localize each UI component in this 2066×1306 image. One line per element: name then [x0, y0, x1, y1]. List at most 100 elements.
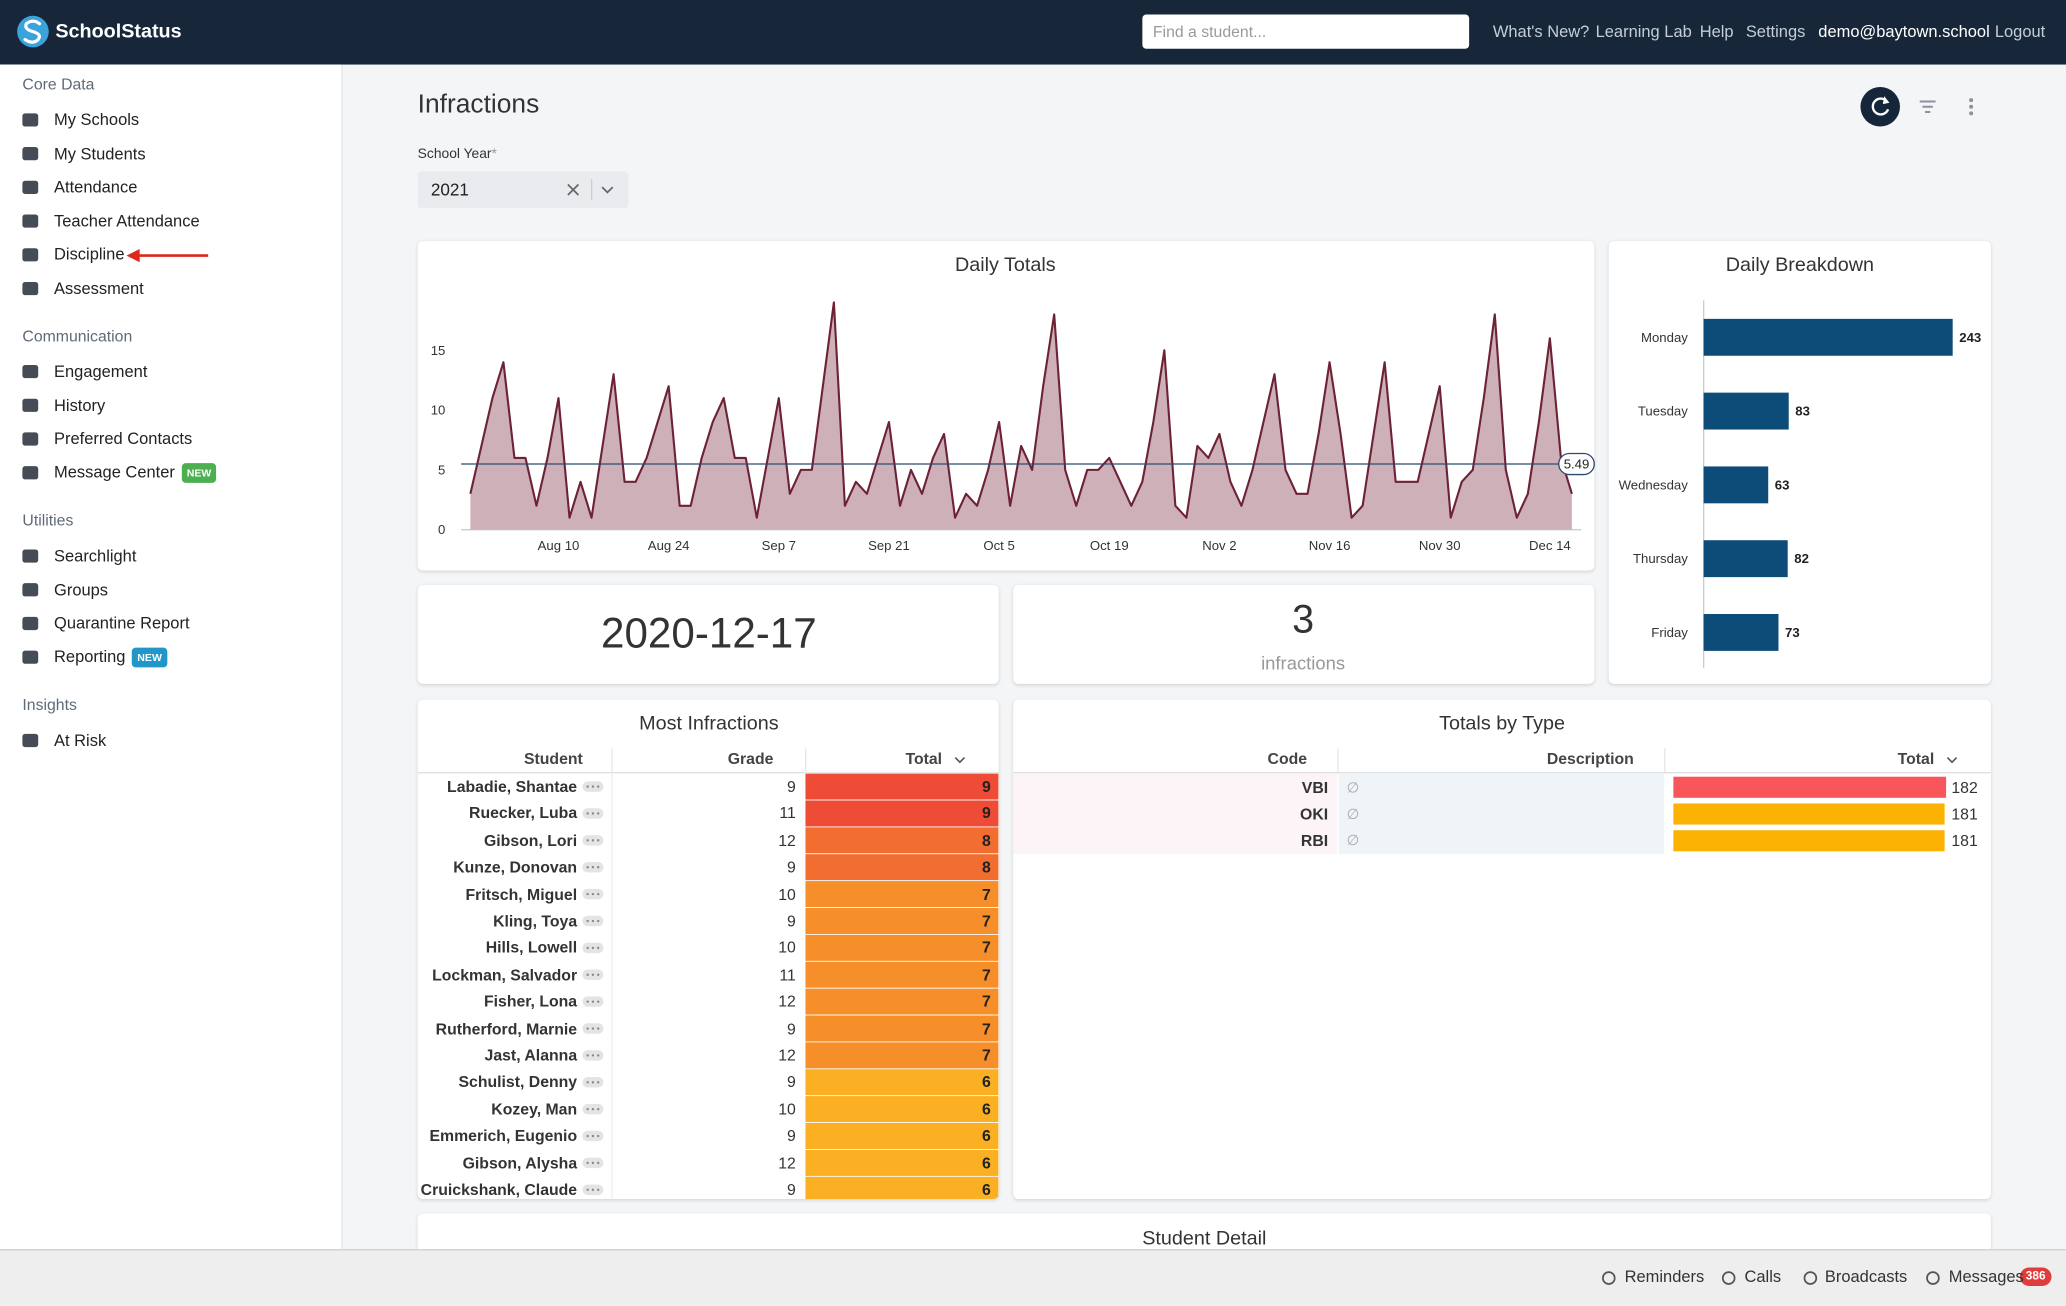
total: 7 — [982, 911, 991, 931]
header-link[interactable]: Settings — [1745, 22, 1806, 41]
total: 7 — [982, 965, 991, 984]
sidebar-item[interactable]: History — [54, 396, 105, 414]
more-dot — [591, 1081, 595, 1084]
more-dot — [597, 839, 600, 842]
footer-bar — [0, 1249, 2066, 1306]
student-name[interactable]: Jast, Alanna — [484, 1046, 578, 1065]
count-label: infractions — [1261, 652, 1346, 674]
header-link[interactable]: Logout — [1994, 22, 2046, 41]
sidebar-label: At Risk — [54, 731, 107, 750]
refresh-button[interactable] — [1860, 86, 1900, 127]
student-name[interactable]: Fritsch, Miguel — [465, 884, 578, 904]
code-cell — [1013, 827, 1338, 855]
sidebar-item[interactable]: Preferred Contacts — [54, 430, 192, 448]
total-bar — [1673, 803, 1945, 825]
annotation-arrowhead — [126, 249, 140, 263]
grade: 9 — [787, 1073, 796, 1092]
x-tick-label: Sep 7 — [762, 538, 796, 553]
description: ∅ — [1346, 780, 1360, 796]
total: 7 — [982, 1046, 991, 1065]
table-title: Totals by Type — [1439, 712, 1566, 735]
header-link[interactable]: demo@baytown.school — [1818, 22, 1990, 41]
total: 181 — [1951, 804, 1978, 824]
more-button[interactable] — [1969, 98, 1974, 116]
footer-item[interactable]: Messages — [1948, 1267, 2024, 1286]
footer-item[interactable]: Broadcasts — [1824, 1267, 1908, 1286]
sidebar-label: Quarantine Report — [54, 614, 190, 633]
sidebar-label: Groups — [54, 580, 109, 599]
student-name[interactable]: Emmerich, Eugenio — [429, 1126, 578, 1146]
more-dot — [586, 785, 589, 788]
description: ∅ — [1346, 833, 1360, 850]
student-name[interactable]: Labadie, Shantae — [447, 777, 578, 796]
chevron-icon[interactable] — [601, 186, 614, 194]
sidebar-item[interactable]: Discipline — [54, 246, 124, 264]
x-tick-label: Nov 30 — [1419, 538, 1461, 553]
footer-item[interactable]: Reminders — [1624, 1267, 1705, 1286]
footer-item[interactable]: Calls — [1744, 1267, 1782, 1286]
sidebar-item[interactable]: Reporting NEW — [54, 647, 168, 668]
y-tick-label: Friday — [1651, 625, 1688, 640]
y-tick-label: Wednesday — [1619, 477, 1689, 492]
code-cell — [1013, 800, 1338, 828]
student-name[interactable]: Gibson, Alysha — [462, 1153, 578, 1173]
student-name[interactable]: Fisher, Lona — [483, 992, 578, 1011]
student-name[interactable]: Lockman, Salvador — [432, 965, 578, 984]
sidebar-item[interactable]: Assessment — [54, 279, 144, 297]
sidebar-icon — [22, 214, 39, 228]
sidebar-item[interactable]: Engagement — [54, 362, 147, 380]
header-link[interactable]: What's New? — [1492, 22, 1590, 41]
sidebar-label: History — [54, 396, 106, 415]
sort-icon[interactable] — [1946, 757, 1958, 764]
more-dot — [586, 1054, 589, 1057]
total-cell — [804, 1041, 999, 1070]
column-header[interactable]: Total — [905, 749, 943, 769]
school-year-select[interactable] — [417, 171, 629, 209]
student-name[interactable]: Schulist, Denny — [458, 1073, 578, 1092]
sidebar-item[interactable]: My Schools — [54, 111, 139, 129]
more-dot — [586, 973, 589, 976]
footer-icon — [1803, 1271, 1818, 1285]
student-name[interactable]: Gibson, Lori — [483, 831, 578, 850]
sidebar-item[interactable]: Quarantine Report — [54, 614, 190, 632]
x-tick-label: Dec 14 — [1529, 538, 1571, 553]
sort-icon[interactable] — [954, 757, 966, 764]
x-tick-label: Oct 5 — [983, 538, 1014, 553]
chart-title: Daily Breakdown — [1725, 253, 1875, 277]
sidebar-item[interactable]: Message Center NEW — [54, 462, 217, 483]
student-name[interactable]: Ruecker, Luba — [469, 804, 578, 823]
total-bar — [1673, 830, 1945, 852]
sidebar-icon — [22, 733, 39, 748]
student-name[interactable]: Rutherford, Marnie — [435, 1019, 578, 1038]
select-value[interactable]: 2021 — [430, 179, 469, 200]
total-cell — [804, 799, 999, 828]
sidebar-item[interactable]: Groups — [54, 581, 108, 599]
sidebar-item[interactable]: Teacher Attendance — [54, 212, 200, 230]
student-name[interactable]: Hills, Lowell — [485, 938, 578, 958]
header-link[interactable]: Learning Lab — [1595, 22, 1692, 41]
sidebar-item[interactable]: Searchlight — [54, 547, 136, 565]
message-badge: 386 — [2025, 1268, 2046, 1283]
header-link[interactable]: Help — [1699, 22, 1734, 41]
sidebar-label: Engagement — [54, 362, 148, 381]
search-box[interactable] — [1142, 14, 1470, 49]
bar — [1703, 466, 1769, 504]
grade: 9 — [787, 777, 796, 796]
column-header[interactable]: Total — [1897, 749, 1935, 769]
y-tick-label: 10 — [431, 403, 446, 418]
sidebar-item[interactable]: My Students — [54, 144, 146, 162]
student-name[interactable]: Kozey, Man — [491, 1099, 578, 1119]
grade: 10 — [778, 1099, 796, 1119]
sidebar-item[interactable]: At Risk — [54, 731, 106, 749]
badge-bg — [2019, 1267, 2052, 1286]
student-name[interactable]: Kunze, Donovan — [453, 858, 578, 877]
clear-icon[interactable] — [567, 183, 580, 196]
code: VBI — [1301, 778, 1329, 797]
student-name[interactable]: Kling, Toya — [493, 911, 578, 931]
value-label: 83 — [1795, 404, 1810, 419]
sidebar-item[interactable]: Attendance — [54, 178, 137, 196]
search-placeholder[interactable]: Find a student... — [1152, 22, 1267, 41]
more-dot — [586, 1188, 589, 1191]
student-name[interactable]: Cruickshank, Claude — [420, 1180, 578, 1200]
filter-button[interactable] — [1919, 100, 1936, 113]
